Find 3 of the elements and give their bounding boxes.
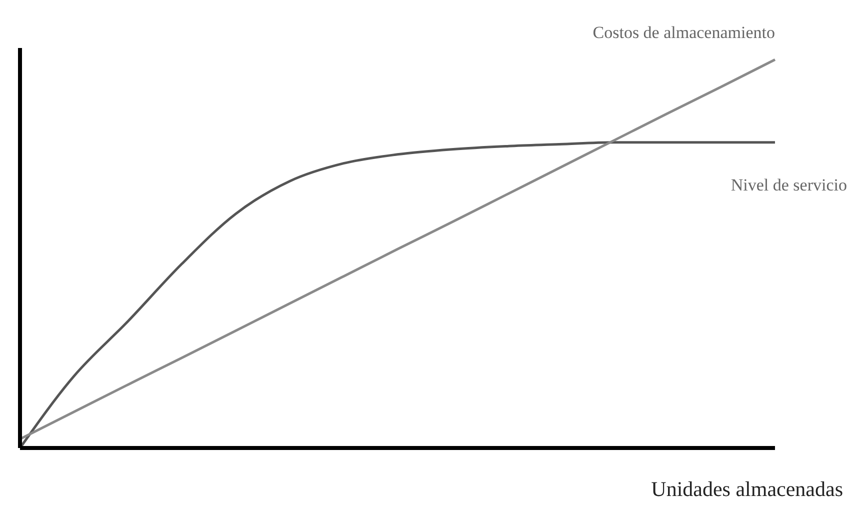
series-label: Costos de almacenamiento: [592, 23, 775, 42]
x-axis-title: Unidades almacenadas: [651, 477, 843, 501]
series-label: Nivel de servicio: [730, 175, 847, 194]
